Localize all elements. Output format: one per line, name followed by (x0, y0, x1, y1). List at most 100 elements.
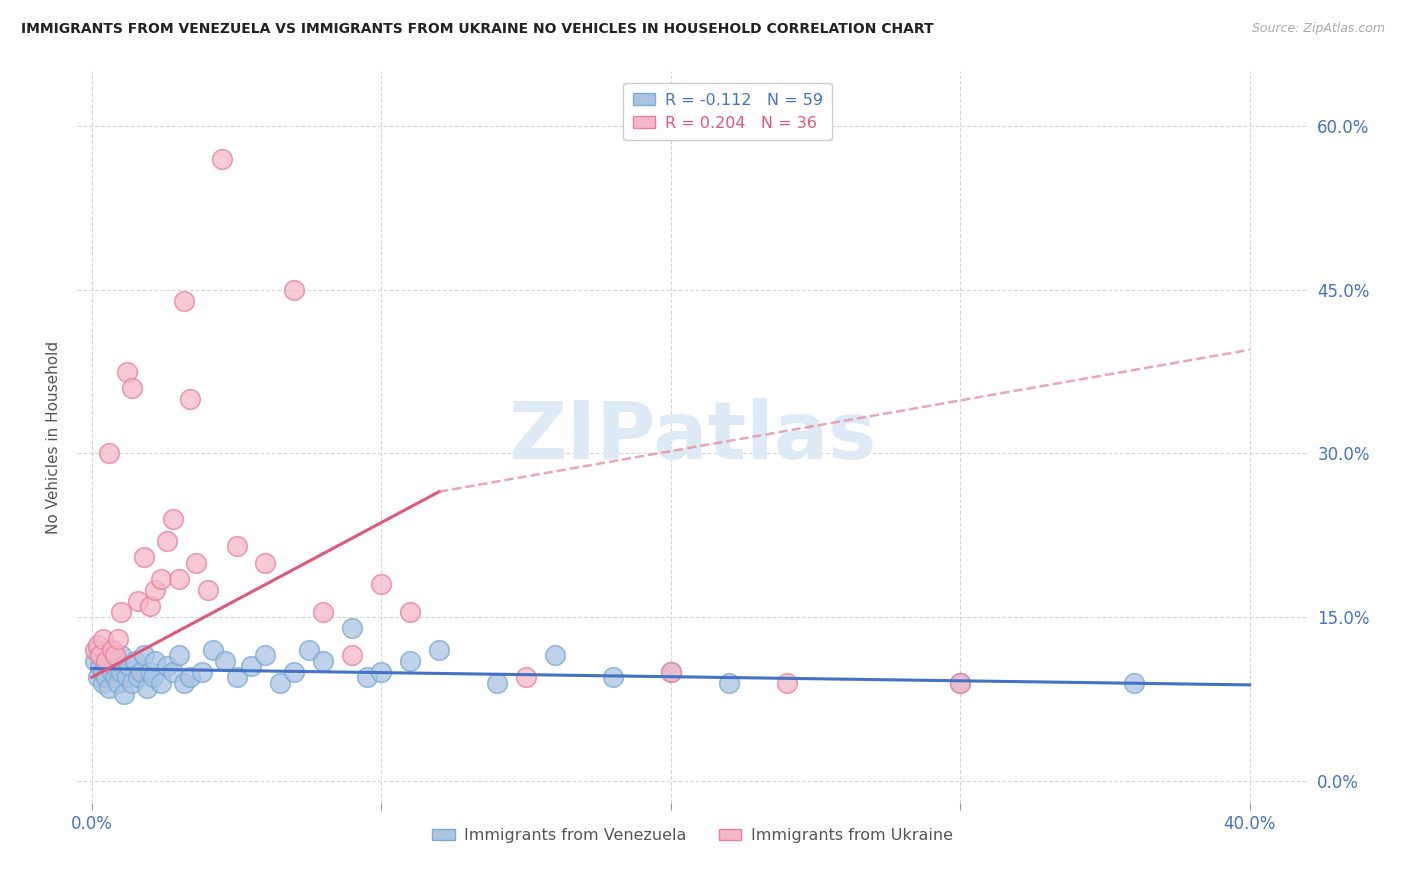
Point (124, 654, 146, 668)
Point (127, 670, 149, 684)
Point (173, 293, 195, 308)
Point (949, 675, 972, 690)
Point (96, 654, 118, 668)
Point (949, 675, 972, 690)
Point (150, 675, 173, 690)
Point (89, 648, 111, 663)
Point (107, 675, 129, 690)
Point (107, 654, 129, 668)
Point (162, 665, 184, 679)
Point (156, 659, 179, 673)
Point (167, 572, 190, 586)
Point (93, 675, 115, 690)
Point (150, 572, 173, 586)
Point (86, 638, 108, 652)
Point (93, 632, 115, 646)
Point (1122, 675, 1144, 690)
Point (197, 582, 219, 597)
Point (283, 283, 305, 297)
Point (86, 670, 108, 684)
Point (86, 643, 108, 657)
Point (89, 659, 111, 673)
Text: ZIPatlas: ZIPatlas (509, 398, 876, 476)
Point (138, 665, 160, 679)
Point (98, 446, 121, 460)
Point (104, 659, 127, 673)
Point (717, 675, 740, 690)
Point (104, 648, 127, 663)
Y-axis label: No Vehicles in Household: No Vehicles in Household (45, 341, 60, 533)
Point (214, 654, 236, 668)
Point (83, 643, 105, 657)
Point (132, 550, 155, 565)
Point (107, 632, 129, 646)
Point (83, 654, 105, 668)
Point (118, 659, 141, 673)
Point (145, 654, 167, 668)
Point (225, 670, 247, 684)
Point (112, 687, 135, 701)
Point (98, 681, 121, 695)
Text: Source: ZipAtlas.com: Source: ZipAtlas.com (1251, 22, 1385, 36)
Point (191, 665, 214, 679)
Point (93, 665, 115, 679)
Point (156, 533, 179, 548)
Point (121, 675, 143, 690)
Point (269, 675, 291, 690)
Point (370, 577, 392, 591)
Point (775, 675, 797, 690)
Point (101, 665, 124, 679)
Point (342, 621, 364, 635)
Point (162, 512, 184, 526)
Point (115, 670, 138, 684)
Point (298, 643, 321, 657)
Point (167, 648, 190, 663)
Point (427, 643, 450, 657)
Point (399, 654, 422, 668)
Point (515, 670, 537, 684)
Point (135, 681, 157, 695)
Point (283, 665, 305, 679)
Point (132, 648, 155, 663)
Point (104, 670, 127, 684)
Point (173, 675, 195, 690)
Point (145, 582, 167, 597)
Point (96, 670, 118, 684)
Point (101, 643, 124, 657)
Point (312, 605, 335, 619)
Point (544, 648, 567, 663)
Point (110, 648, 132, 663)
Point (342, 648, 364, 663)
Point (659, 665, 682, 679)
Point (225, 539, 247, 553)
Legend: Immigrants from Venezuela, Immigrants from Ukraine: Immigrants from Venezuela, Immigrants fr… (426, 822, 959, 850)
Point (486, 675, 509, 690)
Point (202, 643, 225, 657)
Point (89, 648, 111, 663)
Point (96, 648, 118, 663)
Point (211, 152, 233, 166)
Point (254, 556, 277, 570)
Point (98, 654, 121, 668)
Point (101, 643, 124, 657)
Point (127, 594, 149, 608)
Point (602, 670, 624, 684)
Point (179, 670, 201, 684)
Point (399, 605, 422, 619)
Point (184, 556, 207, 570)
Point (370, 665, 392, 679)
Point (659, 665, 682, 679)
Point (312, 654, 335, 668)
Text: IMMIGRANTS FROM VENEZUELA VS IMMIGRANTS FROM UKRAINE NO VEHICLES IN HOUSEHOLD CO: IMMIGRANTS FROM VENEZUELA VS IMMIGRANTS … (21, 22, 934, 37)
Point (142, 670, 165, 684)
Point (110, 605, 132, 619)
Point (356, 670, 378, 684)
Point (110, 665, 132, 679)
Point (121, 381, 143, 395)
Point (138, 599, 160, 614)
Point (115, 365, 138, 379)
Point (129, 665, 152, 679)
Point (240, 659, 263, 673)
Point (179, 392, 201, 406)
Point (254, 648, 277, 663)
